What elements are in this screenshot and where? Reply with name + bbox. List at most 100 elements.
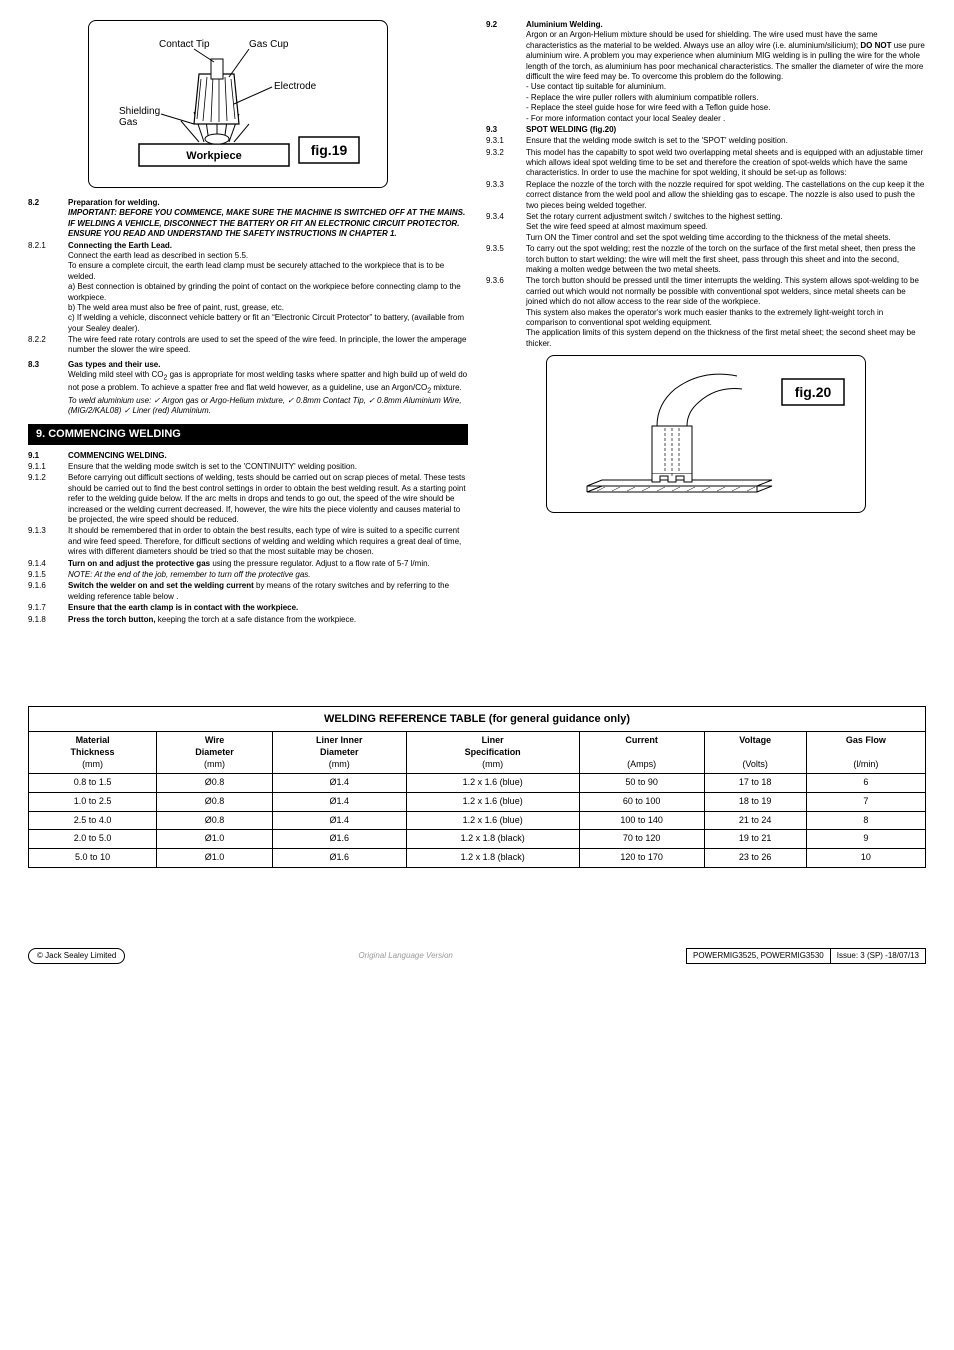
table-row: 0.8 to 1.5Ø0.8Ø1.41.2 x 1.6 (blue)50 to … <box>29 774 926 793</box>
b2-9-2: - Replace the wire puller rollers with a… <box>526 93 759 102</box>
table-cell: 2.5 to 4.0 <box>29 811 157 830</box>
num-9-1-2: 9.1.2 <box>28 473 68 525</box>
body-9-3-6: The torch button should be pressed until… <box>526 276 919 306</box>
table-cell: Ø1.4 <box>272 811 406 830</box>
table-cell: 7 <box>806 793 925 812</box>
num-9-3-1: 9.3.1 <box>486 136 526 146</box>
gas-cup-label: Gas Cup <box>249 39 289 50</box>
table-cell: 120 to 170 <box>579 849 704 868</box>
p1c-8-3: mixture. <box>431 383 462 392</box>
table-cell: 8 <box>806 811 925 830</box>
shielding-gas-label-2: Gas <box>119 117 137 128</box>
footer-right: POWERMIG3525, POWERMIG3530 Issue: 3 (SP)… <box>686 948 926 964</box>
body-9-3-2: This model has the capabilty to spot wel… <box>526 148 926 179</box>
bold-9-1-6: Switch the welder on and set the welding… <box>68 581 254 590</box>
table-cell: 1.2 x 1.6 (blue) <box>406 811 579 830</box>
table-cell: 1.2 x 1.8 (black) <box>406 830 579 849</box>
bold-9-1-8: Press the torch button, <box>68 615 156 624</box>
p1-9-2: Argon or an Argon-Helium mixture should … <box>526 30 878 49</box>
num-9-3-3: 9.3.3 <box>486 180 526 211</box>
figure-19-box: Workpiece <box>88 20 388 188</box>
table-cell: 9 <box>806 830 925 849</box>
figure-20-box: fig.20 <box>546 355 866 513</box>
th-liner-inner: Liner InnerDiameter(mm) <box>272 732 406 774</box>
num-9-1-5: 9.1.5 <box>28 570 68 580</box>
section-9-3-3: 9.3.3 Replace the nozzle of the torch wi… <box>486 180 926 211</box>
body-9-3-3: Replace the nozzle of the torch with the… <box>526 180 926 211</box>
table-cell: 18 to 19 <box>704 793 806 812</box>
table-cell: Ø0.8 <box>157 811 273 830</box>
ital-9-1-5: NOTE: At the end of the job, remember to… <box>68 570 468 580</box>
l3-9-3-6: The application limits of this system de… <box>526 328 916 347</box>
table-cell: Ø1.6 <box>272 849 406 868</box>
num-9-3-4: 9.3.4 <box>486 212 526 243</box>
p1b-9-2: DO NOT <box>860 41 891 50</box>
section-9-1-4: 9.1.4 Turn on and adjust the protective … <box>28 559 468 569</box>
num-9-1-8: 9.1.8 <box>28 615 68 625</box>
body-9-3-5: To carry out the spot welding; rest the … <box>526 244 926 275</box>
num-8-2-2: 8.2.2 <box>28 335 68 356</box>
th-liner-spec: LinerSpecification(mm) <box>406 732 579 774</box>
p1a-8-3: Welding mild steel with CO <box>68 370 163 379</box>
section-8-2-1: 8.2.1 Connecting the Earth Lead. Connect… <box>28 241 468 335</box>
la-8-2-1: a) Best connection is obtained by grindi… <box>68 282 461 301</box>
num-9-3-6: 9.3.6 <box>486 276 526 349</box>
important-8-2: IMPORTANT: BEFORE YOU COMMENCE, MAKE SUR… <box>68 208 465 238</box>
table-title: WELDING REFERENCE TABLE (for general gui… <box>29 706 926 731</box>
num-9-3: 9.3 <box>486 125 526 135</box>
table-cell: 1.0 to 2.5 <box>29 793 157 812</box>
ital-8-3: To weld aluminium use: ✓ Argon gas or Ar… <box>68 396 462 415</box>
title-8-2-1: Connecting the Earth Lead. <box>68 241 172 250</box>
table-cell: 2.0 to 5.0 <box>29 830 157 849</box>
body-9-3-1: Ensure that the welding mode switch is s… <box>526 136 926 146</box>
table-cell: Ø1.4 <box>272 774 406 793</box>
shielding-gas-label-1: Shielding <box>119 106 160 117</box>
table-cell: 6 <box>806 774 925 793</box>
workpiece-label: Workpiece <box>186 150 241 162</box>
section-8-2: 8.2 Preparation for welding. IMPORTANT: … <box>28 198 468 240</box>
table-cell: 23 to 26 <box>704 849 806 868</box>
title-8-2: Preparation for welding. <box>68 198 160 207</box>
section-9-3-1: 9.3.1 Ensure that the welding mode switc… <box>486 136 926 146</box>
bold-9-1-7: Ensure that the earth clamp is in contac… <box>68 603 468 613</box>
section-9-3-5: 9.3.5 To carry out the spot welding; res… <box>486 244 926 275</box>
right-column: 9.2 Aluminium Welding. Argon or an Argon… <box>486 20 926 626</box>
b1-9-2: - Use contact tip suitable for aluminium… <box>526 82 666 91</box>
th-material: MaterialThickness(mm) <box>29 732 157 774</box>
table-cell: 0.8 to 1.5 <box>29 774 157 793</box>
lb-8-2-1: b) The weld area must also be free of pa… <box>68 303 284 312</box>
l2-9-3-4: Set the wire feed speed at almost maximu… <box>526 222 708 231</box>
title-9-2: Aluminium Welding. <box>526 20 603 29</box>
contact-tip-label: Contact Tip <box>159 39 210 50</box>
table-row: 2.5 to 4.0Ø0.8Ø1.41.2 x 1.6 (blue)100 to… <box>29 811 926 830</box>
footer-mid: Original Language Version <box>358 951 452 961</box>
section-9-1-7: 9.1.7 Ensure that the earth clamp is in … <box>28 603 468 613</box>
table-cell: 19 to 21 <box>704 830 806 849</box>
section-9-1-5: 9.1.5 NOTE: At the end of the job, remem… <box>28 570 468 580</box>
num-9-1-4: 9.1.4 <box>28 559 68 569</box>
th-gasflow: Gas Flow(l/min) <box>806 732 925 774</box>
b4-9-2: - For more information contact your loca… <box>526 114 725 123</box>
section-9-1-6: 9.1.6 Switch the welder on and set the w… <box>28 581 468 602</box>
body-9-3-4: Set the rotary current adjustment switch… <box>526 212 783 221</box>
section-8-3: 8.3 Gas types and their use. Welding mil… <box>28 360 468 417</box>
table-cell: 70 to 120 <box>579 830 704 849</box>
section-9-1-8: 9.1.8 Press the torch button, keeping th… <box>28 615 468 625</box>
num-9-1-3: 9.1.3 <box>28 526 68 557</box>
table-cell: 1.2 x 1.6 (blue) <box>406 774 579 793</box>
num-8-2-1: 8.2.1 <box>28 241 68 335</box>
section-9-2: 9.2 Aluminium Welding. Argon or an Argon… <box>486 20 926 124</box>
section-9-1-2: 9.1.2 Before carrying out difficult sect… <box>28 473 468 525</box>
section-9-bar: 9. COMMENCING WELDING <box>28 424 468 444</box>
num-9-1-7: 9.1.7 <box>28 603 68 613</box>
th-current: Current(Amps) <box>579 732 704 774</box>
body-8-2-2: The wire feed rate rotary controls are u… <box>68 335 468 356</box>
num-9-3-5: 9.3.5 <box>486 244 526 275</box>
title-8-3: Gas types and their use. <box>68 360 160 369</box>
body-9-1-3: It should be remembered that in order to… <box>68 526 468 557</box>
table-cell: 17 to 18 <box>704 774 806 793</box>
table-cell: 5.0 to 10 <box>29 849 157 868</box>
section-9-1: 9.1 COMMENCING WELDING. <box>28 451 468 461</box>
table-cell: 60 to 100 <box>579 793 704 812</box>
l2-8-2-1: To ensure a complete circuit, the earth … <box>68 261 444 280</box>
